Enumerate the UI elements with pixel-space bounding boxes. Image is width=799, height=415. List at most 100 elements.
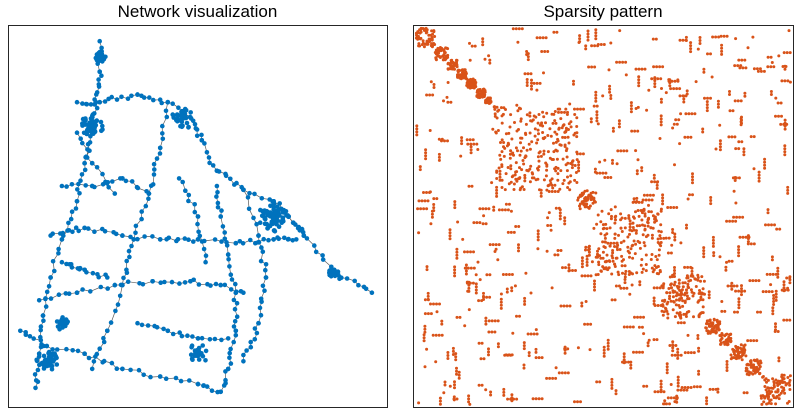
nonzero-1415: [547, 183, 551, 187]
network-node-60: [41, 318, 46, 324]
nonzero-2000: [594, 99, 598, 103]
nonzero-1245: [769, 402, 773, 406]
nonzero-555: [536, 138, 540, 142]
network-node-400: [157, 374, 163, 379]
nonzero-1784: [705, 402, 709, 406]
nonzero-149: [448, 63, 452, 66]
nonzero-979: [710, 324, 714, 328]
nonzero-540: [528, 114, 532, 118]
network-node-335: [223, 369, 228, 374]
nonzero-614: [578, 202, 582, 206]
nonzero-787: [602, 226, 606, 230]
nonzero-1991: [672, 122, 676, 126]
nonzero-1853: [741, 215, 745, 219]
nonzero-754: [633, 252, 637, 256]
network-node-434: [176, 176, 182, 181]
nonzero-440: [541, 110, 545, 114]
nonzero-2195: [537, 397, 541, 401]
nonzero-1598: [691, 172, 694, 176]
nonzero-2032: [777, 356, 781, 360]
nonzero-1243: [769, 398, 773, 402]
nonzero-705: [613, 262, 617, 266]
nonzero-1314: [423, 330, 427, 334]
nonzero-1913: [609, 241, 613, 245]
network-node-427: [120, 176, 125, 181]
nonzero-838: [665, 309, 669, 313]
network-node-338: [221, 383, 227, 388]
network-node-771: [46, 349, 52, 355]
nonzero-910: [683, 291, 687, 295]
nonzero-2380: [673, 266, 676, 269]
nonzero-1354: [432, 83, 436, 86]
network-node-712: [274, 219, 279, 225]
network-node-116: [206, 155, 212, 160]
nonzero-426: [565, 147, 569, 151]
nonzero-1862: [467, 397, 471, 401]
nonzero-2282: [525, 84, 529, 87]
nonzero-1493: [740, 58, 744, 62]
nonzero-1402: [737, 300, 741, 304]
network-node-274: [125, 279, 131, 284]
network-node-85: [109, 94, 114, 100]
nonzero-2281: [468, 138, 472, 142]
nonzero-2236: [618, 29, 622, 33]
nonzero-2369: [535, 332, 539, 336]
nonzero-1876: [498, 169, 502, 173]
network-node-318: [233, 290, 239, 296]
network-node-373: [23, 332, 29, 338]
network-node-324: [231, 324, 237, 329]
nonzero-1799: [759, 310, 762, 314]
nonzero-2338: [523, 299, 527, 303]
nonzero-2207: [706, 52, 709, 56]
nonzero-2106: [424, 157, 428, 161]
nonzero-1771: [636, 129, 640, 133]
network-node-439: [192, 202, 197, 207]
nonzero-2044: [718, 123, 722, 127]
nonzero-2173: [687, 112, 691, 116]
nonzero-1866: [770, 61, 774, 64]
network-node-410: [209, 388, 215, 394]
network-node-461: [112, 191, 118, 196]
network-node-294: [228, 287, 234, 292]
nonzero-2188: [769, 283, 773, 287]
nonzero-2266: [746, 237, 750, 241]
nonzero-565: [561, 157, 565, 161]
nonzero-687: [649, 210, 653, 214]
nonzero-1423: [543, 50, 547, 53]
nonzero-522: [510, 152, 514, 156]
nonzero-1145: [756, 361, 760, 365]
nonzero-1410: [608, 87, 612, 91]
nonzero-2371: [429, 80, 433, 84]
nonzero-2005: [736, 310, 739, 314]
nonzero-912: [687, 286, 691, 290]
nonzero-142: [455, 58, 459, 62]
nonzero-1918: [469, 145, 473, 149]
nonzero-1327: [780, 114, 783, 118]
nonzero-2381: [652, 286, 656, 290]
nonzero-1607: [720, 309, 724, 313]
nonzero-1158: [749, 359, 753, 363]
nonzero-1266: [770, 255, 774, 259]
network-node-458: [100, 171, 105, 177]
nonzero-1720: [432, 206, 436, 210]
network-node-577: [100, 123, 105, 129]
nonzero-1103: [736, 347, 740, 351]
nonzero-1425: [546, 50, 550, 53]
nonzero-1707: [579, 107, 582, 111]
nonzero-279: [477, 93, 481, 97]
nonzero-35: [421, 39, 425, 43]
nonzero-1339: [736, 99, 740, 103]
nonzero-1740: [563, 222, 567, 226]
network-node-594: [88, 116, 94, 121]
network-node-198: [101, 335, 106, 341]
network-node-446: [199, 239, 205, 244]
nonzero-1548: [725, 366, 729, 369]
nonzero-324: [512, 182, 516, 186]
network-node-460: [106, 185, 111, 190]
nonzero-1689: [511, 27, 515, 31]
network-node-382: [64, 346, 69, 352]
nonzero-1306: [587, 250, 591, 254]
nonzero-2296: [751, 35, 755, 39]
nonzero-1388: [774, 295, 778, 299]
network-node-161: [160, 123, 165, 129]
